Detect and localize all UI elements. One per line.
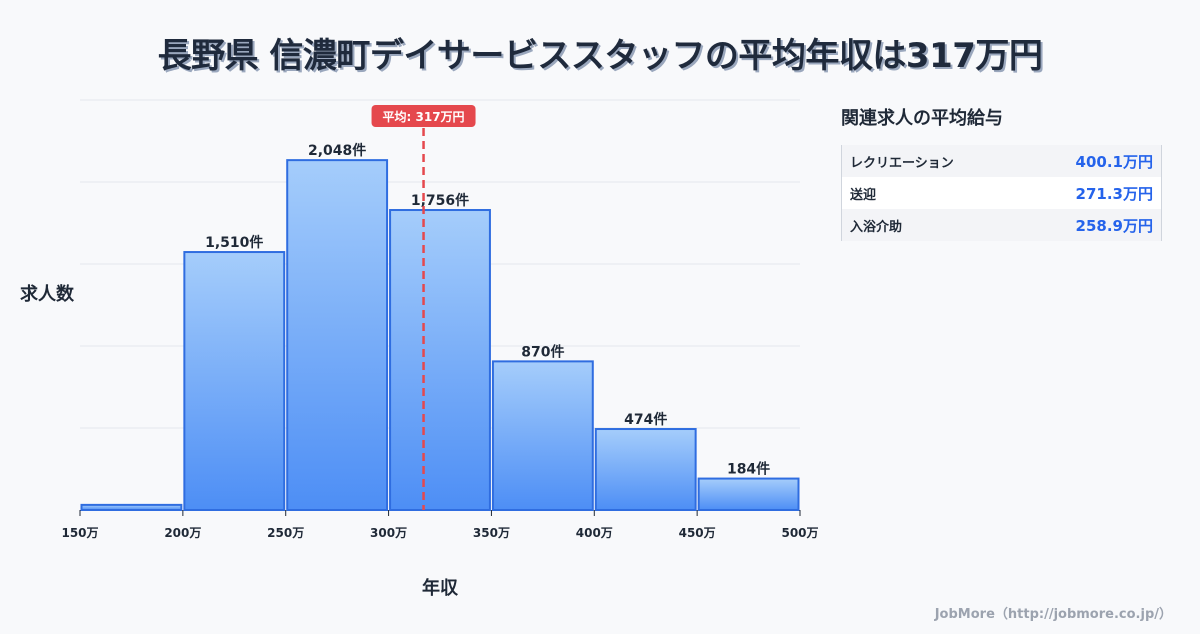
histogram-bar	[286, 159, 389, 511]
bar-value-label: 474件	[624, 411, 667, 428]
bar-value-label: 184件	[727, 461, 770, 478]
related-row: 送迎 271.3万円	[842, 177, 1161, 209]
x-axis-label: 年収	[422, 578, 458, 599]
bar-value-label: 1,510件	[205, 234, 263, 251]
x-tick-label: 400万	[576, 526, 613, 540]
bar-value-label: 870件	[521, 343, 564, 360]
x-tick-label: 500万	[781, 526, 818, 540]
x-tick-label: 150万	[61, 526, 98, 540]
chart-canvas: 1,510件 2,048件 1,756件 870件 474件 184件 150万 200万 2…	[61, 99, 819, 540]
related-row-label: レクリエーション	[850, 155, 954, 171]
related-row-value: 258.9万円	[1075, 216, 1153, 235]
histogram-bar	[491, 360, 594, 511]
mean-badge	[371, 105, 476, 127]
histogram-chart: 1,510件 2,048件 1,756件 870件 474件 184件 150万 200万 2…	[20, 99, 819, 599]
mean-badge-label: 平均: 317万円	[383, 109, 465, 124]
x-tick-label: 300万	[370, 526, 407, 540]
related-row-label: 送迎	[850, 187, 877, 203]
related-row-value: 271.3万円	[1075, 184, 1153, 203]
related-jobs-table: レクリエーション 400.1万円 送迎 271.3万円 入浴介助 258.9万円	[841, 145, 1162, 241]
x-tick-label: 450万	[679, 526, 716, 540]
bar-value-label: 1,756件	[411, 192, 469, 209]
histogram-bar	[183, 251, 286, 512]
related-row-value: 400.1万円	[1075, 152, 1153, 171]
page-title: 長野県 信濃町デイサービススタッフの平均年収は317万円	[157, 36, 1043, 76]
bar-value-label: 2,048件	[308, 142, 366, 159]
source-credit: JobMore（http://jobmore.co.jp/）	[934, 607, 1172, 622]
related-jobs-title: 関連求人の平均給与	[841, 108, 1003, 129]
histogram-bar	[389, 209, 491, 511]
histogram-bar	[594, 428, 697, 511]
y-axis-label: 求人数	[20, 284, 74, 305]
x-tick-label: 250万	[267, 526, 304, 540]
related-row-label: 入浴介助	[850, 219, 903, 235]
bars	[80, 159, 800, 512]
related-row: レクリエーション 400.1万円	[842, 145, 1161, 177]
x-axis: 150万 200万 250万 300万 350万 400万 450万 500万	[61, 510, 819, 540]
x-tick-label: 200万	[164, 526, 201, 540]
histogram-bar	[697, 477, 800, 512]
x-tick-label: 350万	[473, 526, 510, 540]
related-row: 入浴介助 258.9万円	[842, 209, 1161, 241]
histogram-bar	[80, 503, 183, 511]
mean-line: 平均: 317万円	[371, 105, 476, 510]
bar-value-labels: 1,510件 2,048件 1,756件 870件 474件 184件	[205, 142, 770, 477]
